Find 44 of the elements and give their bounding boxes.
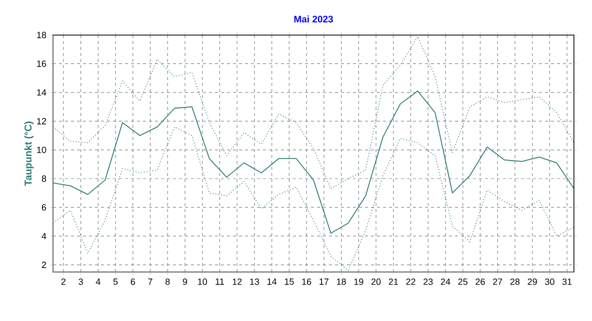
x-tick-label: 17 [320, 278, 328, 285]
x-tick-label: 7 [148, 278, 152, 285]
x-tick-label: 28 [510, 278, 520, 285]
x-tick-label: 8 [166, 278, 170, 285]
x-tick-label: 22 [406, 278, 416, 285]
y-tick-label: 4 [42, 232, 46, 240]
y-axis-title: Taupunkt (°C) [24, 122, 34, 186]
y-tick-label: 18 [37, 32, 46, 38]
x-tick-label: 12 [232, 278, 242, 285]
x-tick-label: 29 [528, 278, 537, 285]
x-tick-label: 23 [424, 278, 433, 285]
chart-title: Mai 2023 [294, 15, 333, 22]
line-series [53, 90, 574, 234]
x-tick-label: 19 [354, 278, 364, 285]
x-tick-label: 5 [113, 278, 118, 285]
x-tick-label: 30 [545, 278, 554, 285]
y-tick-label: 10 [37, 146, 46, 154]
x-tick-label: 10 [198, 278, 208, 285]
x-tick-label: 6 [130, 278, 136, 285]
y-tick-label: 14 [37, 89, 46, 96]
y-tick-label: 2 [42, 262, 46, 268]
x-tick-label: 15 [284, 278, 294, 285]
x-tick-label: 14 [268, 278, 277, 285]
x-tick-label: 31 [562, 278, 572, 285]
x-tick-label: 2 [61, 278, 66, 285]
x-tick-label: 3 [78, 278, 83, 285]
y-tick-label: 16 [37, 60, 46, 67]
x-tick-label: 21 [388, 278, 398, 285]
x-tick-label: 25 [458, 278, 468, 285]
line-series [53, 36, 574, 190]
y-tick-label: 6 [42, 204, 46, 211]
x-tick-label: 9 [182, 278, 188, 285]
x-tick-label: 16 [302, 278, 312, 285]
x-tick-label: 13 [250, 278, 260, 285]
x-tick-label: 4 [96, 278, 100, 285]
y-tick-label: 12 [37, 118, 46, 124]
x-tick-label: 24 [440, 278, 450, 285]
x-tick-label: 18 [336, 278, 346, 285]
x-tick-label: 27 [493, 278, 502, 285]
line-series [53, 126, 574, 271]
x-tick-label: 11 [216, 278, 224, 285]
x-tick-label: 26 [476, 278, 485, 285]
x-tick-label: 20 [371, 278, 381, 285]
y-tick-label: 8 [42, 175, 46, 182]
